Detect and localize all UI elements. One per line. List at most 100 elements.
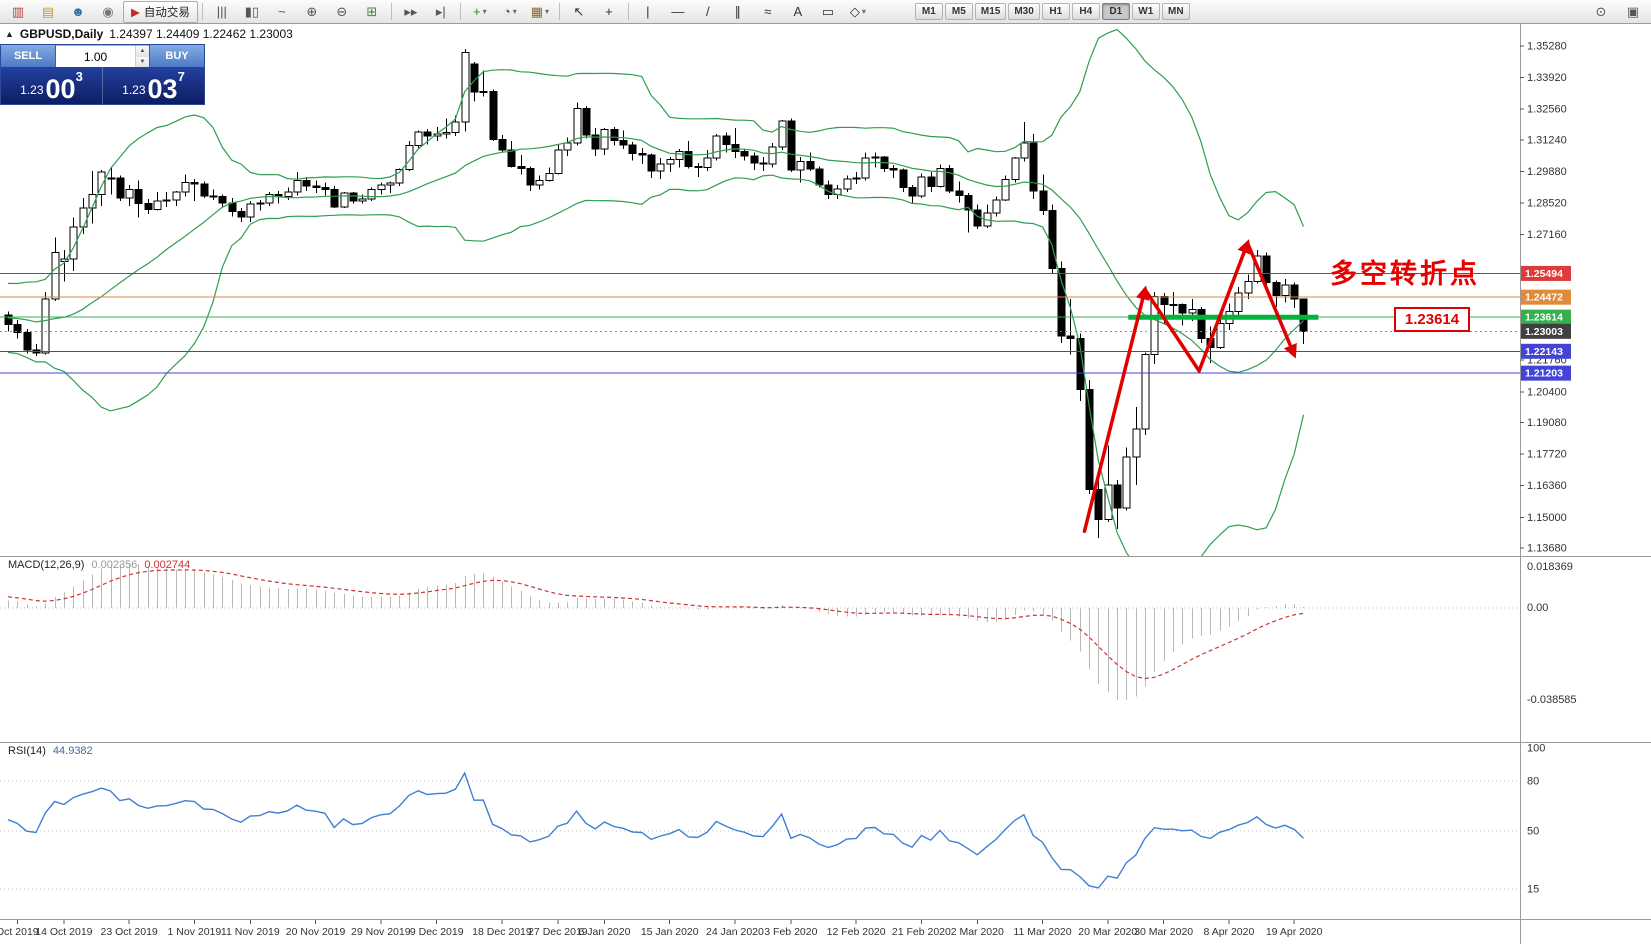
timeframe-h4-button[interactable]: H4 bbox=[1071, 3, 1100, 20]
channel-icon[interactable]: ∥ bbox=[734, 4, 742, 19]
svg-text:1.31240: 1.31240 bbox=[1527, 134, 1567, 146]
timeframe-m5-button[interactable]: M5 bbox=[944, 3, 973, 20]
turning-point-annotation[interactable]: 多空转折点 bbox=[1330, 259, 1480, 289]
sell-price[interactable]: 1.23 00 3 bbox=[1, 67, 102, 104]
candles-series bbox=[4, 49, 1308, 539]
svg-text:1.22143: 1.22143 bbox=[1525, 346, 1563, 358]
indicators-icon[interactable]: + ▾ bbox=[473, 4, 487, 19]
svg-text:1.20400: 1.20400 bbox=[1527, 386, 1567, 398]
auto-scroll-icon[interactable]: ▸▸ bbox=[404, 4, 418, 19]
bar-chart-icon[interactable]: ||| bbox=[216, 4, 227, 19]
volume-up-icon[interactable]: ▲ bbox=[136, 46, 149, 57]
templates-icon[interactable]: ▦ ▾ bbox=[530, 4, 550, 19]
price-tag[interactable] bbox=[1521, 265, 1571, 281]
timeframe-m1-button[interactable]: M1 bbox=[914, 3, 943, 20]
zoom-out-icon[interactable]: ⊖ bbox=[336, 4, 348, 19]
rsi-panel[interactable] bbox=[0, 771, 1520, 890]
chevron-down-icon: ▾ bbox=[512, 7, 517, 16]
macd-signal-value: 0.002744 bbox=[144, 559, 191, 571]
new-order-icon[interactable]: ▥ bbox=[11, 4, 25, 19]
timeframe-group: M1 M5 M15 M30 H1 H4 D1 W1 MN bbox=[914, 3, 1190, 20]
timeframe-m15-button[interactable]: M15 bbox=[974, 3, 1007, 20]
macd-panel[interactable] bbox=[0, 563, 1520, 700]
vertical-line-icon[interactable]: | bbox=[646, 4, 650, 19]
text-icon[interactable]: A bbox=[793, 4, 803, 19]
buy-price[interactable]: 1.23 03 7 bbox=[102, 67, 204, 104]
chevron-down-icon: ▾ bbox=[861, 7, 866, 16]
svg-text:21 Feb 2020: 21 Feb 2020 bbox=[892, 926, 951, 938]
timeframe-m30-button[interactable]: M30 bbox=[1008, 3, 1040, 20]
shapes-icon[interactable]: ◇ ▾ bbox=[849, 4, 866, 19]
svg-text:27 Dec 2019: 27 Dec 2019 bbox=[528, 926, 588, 938]
volume-value[interactable]: 1.00 bbox=[83, 49, 108, 64]
svg-text:0.00: 0.00 bbox=[1527, 602, 1548, 614]
rsi-line bbox=[7, 771, 1304, 889]
timeframe-h1-button[interactable]: H1 bbox=[1041, 3, 1070, 20]
cursor-icon[interactable]: ↖ bbox=[573, 4, 585, 19]
svg-text:1.23614: 1.23614 bbox=[1525, 312, 1563, 324]
rsi-name: RSI(14) bbox=[8, 745, 46, 757]
volume-down-icon[interactable]: ▼ bbox=[136, 56, 149, 67]
svg-text:1.29880: 1.29880 bbox=[1527, 166, 1567, 178]
price-tag[interactable] bbox=[1521, 323, 1571, 339]
timeframe-w1-button[interactable]: W1 bbox=[1131, 3, 1160, 20]
svg-text:24 Jan 2020: 24 Jan 2020 bbox=[706, 926, 764, 938]
svg-text:19 Apr 2020: 19 Apr 2020 bbox=[1266, 926, 1323, 938]
chart-shift-icon[interactable]: ▸| bbox=[435, 4, 446, 19]
candlestick-chart-icon[interactable]: ▮▯ bbox=[244, 4, 260, 19]
macd-indicator-label: MACD(12,26,9) 0.002356 0.002744 bbox=[8, 559, 190, 571]
svg-text:1.21203: 1.21203 bbox=[1525, 368, 1563, 380]
crosshair-icon[interactable]: + bbox=[605, 4, 613, 19]
svg-text:3 Feb 2020: 3 Feb 2020 bbox=[764, 926, 817, 938]
svg-text:1.13680: 1.13680 bbox=[1527, 542, 1567, 554]
trendline-icon[interactable]: / bbox=[706, 4, 710, 19]
tile-windows-icon[interactable]: ⊞ bbox=[366, 4, 378, 19]
svg-text:1.24472: 1.24472 bbox=[1525, 292, 1563, 304]
chart-window-icon[interactable]: ▤ bbox=[41, 4, 55, 19]
volume-spinner[interactable]: ▲ ▼ bbox=[135, 46, 149, 67]
buy-button[interactable]: BUY bbox=[149, 45, 204, 67]
line-chart-icon[interactable]: ~ bbox=[278, 4, 286, 19]
zoom-in-icon[interactable]: ⊕ bbox=[306, 4, 318, 19]
price-tag[interactable] bbox=[1521, 365, 1571, 381]
sell-price-big: 00 bbox=[45, 74, 76, 105]
price-panel[interactable] bbox=[0, 28, 1520, 569]
symbol-title: GBPUSD,Daily bbox=[19, 27, 104, 41]
timeframe-mn-button[interactable]: MN bbox=[1161, 3, 1190, 20]
periods-icon[interactable]: ◔ ▾ bbox=[502, 4, 517, 19]
svg-text:18 Dec 2019: 18 Dec 2019 bbox=[472, 926, 532, 938]
svg-text:12 Feb 2020: 12 Feb 2020 bbox=[827, 926, 886, 938]
svg-text:0.018369: 0.018369 bbox=[1527, 561, 1573, 573]
label-icon[interactable]: ▭ bbox=[821, 4, 834, 19]
svg-text:11 Mar 2020: 11 Mar 2020 bbox=[1013, 926, 1071, 938]
svg-text:20 Nov 2019: 20 Nov 2019 bbox=[286, 926, 346, 938]
price-tag[interactable] bbox=[1521, 289, 1571, 305]
layout-icon[interactable]: ▣ bbox=[1626, 3, 1640, 19]
timeframe-d1-button[interactable]: D1 bbox=[1101, 3, 1130, 20]
price-annotation-box[interactable]: 1.23614 bbox=[1394, 307, 1470, 332]
profile-icon[interactable]: ☻ bbox=[71, 4, 85, 19]
news-icon[interactable]: ◉ bbox=[102, 4, 114, 19]
svg-text:2 Mar 2020: 2 Mar 2020 bbox=[951, 926, 1004, 938]
trend-arrows[interactable] bbox=[1082, 239, 1297, 534]
svg-text:1.23003: 1.23003 bbox=[1525, 326, 1563, 338]
svg-text:1.19080: 1.19080 bbox=[1527, 417, 1567, 429]
svg-text:100: 100 bbox=[1527, 743, 1545, 755]
svg-text:9 Dec 2019: 9 Dec 2019 bbox=[410, 926, 464, 938]
price-tag[interactable] bbox=[1521, 343, 1571, 359]
search-icon[interactable]: ⊙ bbox=[1595, 3, 1607, 19]
horizontal-line-icon[interactable]: — bbox=[671, 4, 685, 19]
fibonacci-icon[interactable]: ≈ bbox=[764, 4, 772, 19]
volume-stepper[interactable]: 1.00 ▲ ▼ bbox=[56, 45, 149, 67]
svg-text:6 Jan 2020: 6 Jan 2020 bbox=[578, 926, 630, 938]
svg-text:11 Nov 2019: 11 Nov 2019 bbox=[221, 926, 280, 938]
oct-collapse-icon[interactable]: ▲ bbox=[5, 29, 14, 39]
sell-button[interactable]: SELL bbox=[1, 45, 56, 67]
svg-text:20 Mar 2020: 20 Mar 2020 bbox=[1078, 926, 1137, 938]
svg-text:15 Jan 2020: 15 Jan 2020 bbox=[641, 926, 699, 938]
autotrading-button[interactable]: ▶ 自动交易 bbox=[123, 0, 198, 23]
chevron-down-icon: ▾ bbox=[482, 7, 487, 16]
price-tag[interactable] bbox=[1521, 309, 1571, 325]
